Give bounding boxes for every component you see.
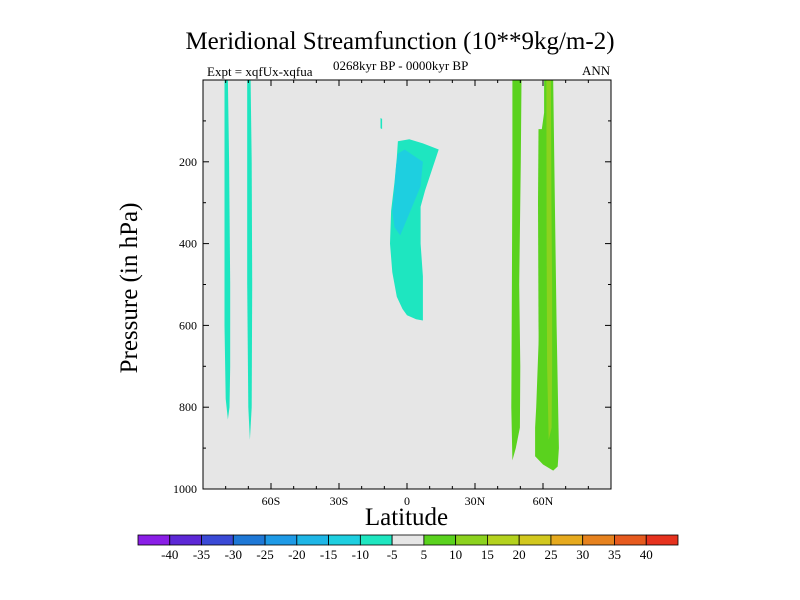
- nh-cell-1: [511, 80, 522, 461]
- sh-high-lat-cell-2: [247, 80, 253, 440]
- colorbar-box: [232, 534, 266, 546]
- colorbar-label: 5: [421, 547, 428, 562]
- season-label: ANN: [582, 63, 611, 78]
- nh-cell-3: [546, 80, 553, 440]
- x-tick-label: 30S: [330, 494, 349, 508]
- colorbar-box: [359, 534, 393, 546]
- colorbar-box: [169, 534, 202, 546]
- colorbar-label: 35: [608, 547, 621, 562]
- x-axis-label: Latitude: [364, 504, 449, 531]
- colorbar-box: [264, 534, 298, 546]
- colorbar-box: [518, 534, 552, 546]
- y-tick-label: 800: [179, 400, 197, 414]
- x-tick-label: 60N: [533, 494, 554, 508]
- colorbar-box: [487, 534, 520, 546]
- colorbar-label: 10: [449, 547, 462, 562]
- colorbar-box: [296, 534, 329, 546]
- experiment-label: Expt = xqfUx-xqfua: [207, 64, 313, 79]
- x-tick-label: 60S: [262, 494, 281, 508]
- colorbar-label: 15: [481, 547, 494, 562]
- colorbar-label: 30: [576, 547, 589, 562]
- colorbar-box: [328, 534, 361, 546]
- colorbar-label: 40: [640, 547, 653, 562]
- colorbar-label: 20: [513, 547, 526, 562]
- colorbar-label: -5: [387, 547, 398, 562]
- colorbar-box: [582, 534, 615, 546]
- colorbar-box: [423, 534, 457, 546]
- chart-title: Meridional Streamfunction (10**9kg/m-2): [185, 28, 615, 55]
- x-tick-label: 30N: [465, 494, 486, 508]
- colorbar-box: [550, 534, 584, 546]
- colorbar-label: -25: [256, 547, 273, 562]
- colorbar-label: -15: [320, 547, 337, 562]
- y-tick-label: 200: [179, 155, 197, 169]
- sh-high-lat-cell-1: [224, 80, 231, 420]
- colorbar-label: -35: [193, 547, 210, 562]
- time-range-label: 0268kyr BP - 0000kyr BP: [333, 58, 469, 73]
- colorbar-label: -10: [352, 547, 369, 562]
- colorbar-label: 25: [544, 547, 557, 562]
- nh-cell-4: [538, 129, 547, 420]
- colorbar-label: -20: [288, 547, 305, 562]
- colorbar-label: -40: [161, 547, 178, 562]
- colorbar-box: [645, 534, 679, 546]
- colorbar-box: [614, 534, 647, 546]
- colorbar-box: [391, 534, 425, 546]
- small-patch: [380, 118, 383, 130]
- colorbar-box: [455, 534, 488, 546]
- y-tick-label: 400: [179, 237, 197, 251]
- y-tick-label: 600: [179, 318, 197, 332]
- colorbar-label: -30: [225, 547, 242, 562]
- colorbar-box: [201, 534, 234, 546]
- colorbar-box: [137, 534, 171, 546]
- tropical-cell-core: [392, 149, 423, 236]
- y-tick-label: 1000: [173, 482, 197, 496]
- x-tick-label: 0: [404, 494, 410, 508]
